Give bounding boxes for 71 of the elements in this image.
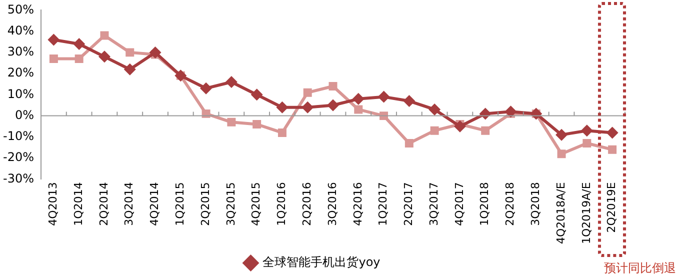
point bbox=[149, 46, 162, 58]
x-tick-label: 1Q2019A/E bbox=[580, 182, 593, 244]
x-tick-label: 2Q2016 bbox=[300, 182, 314, 226]
point bbox=[481, 126, 490, 135]
point bbox=[582, 139, 592, 148]
x-tick-label: 2Q2019E bbox=[605, 182, 618, 233]
x-tick-label: 3Q2014 bbox=[122, 182, 136, 226]
point bbox=[580, 124, 593, 137]
point bbox=[378, 90, 390, 103]
point bbox=[278, 128, 286, 137]
point bbox=[352, 92, 364, 105]
x-tick-label: 2Q2017 bbox=[402, 182, 416, 226]
x-tick-label: 1Q2018 bbox=[478, 182, 492, 226]
y-tick-label: 40% bbox=[7, 23, 34, 38]
point bbox=[428, 103, 441, 116]
point bbox=[276, 101, 288, 114]
y-tick-label: -30% bbox=[2, 171, 34, 186]
point bbox=[354, 105, 363, 114]
point bbox=[250, 88, 263, 101]
point bbox=[556, 128, 568, 141]
point bbox=[48, 34, 60, 46]
point bbox=[403, 95, 416, 108]
x-tick-label: 1Q2015 bbox=[174, 182, 187, 226]
y-tick-label: -20% bbox=[2, 150, 34, 164]
point bbox=[100, 31, 109, 40]
point bbox=[49, 54, 58, 64]
point bbox=[430, 126, 439, 135]
x-tick-label: 3Q2018 bbox=[528, 182, 542, 226]
point bbox=[557, 150, 566, 158]
point bbox=[74, 54, 84, 64]
x-tick-label: 1Q2014 bbox=[72, 182, 85, 226]
x-tick-label: 3Q2017 bbox=[427, 182, 440, 226]
x-tick-label: 4Q2014 bbox=[148, 182, 162, 226]
point bbox=[608, 145, 617, 154]
y-tick-label: -10% bbox=[2, 129, 34, 144]
point bbox=[126, 48, 134, 57]
y-tick-label: 30% bbox=[7, 44, 34, 59]
point bbox=[404, 139, 414, 148]
x-tick-label: 2Q2014 bbox=[97, 182, 110, 226]
x-tick-label: 2Q2018 bbox=[504, 182, 517, 226]
y-tick-label: 10% bbox=[7, 86, 34, 101]
text: 预计同比倒退 bbox=[604, 260, 676, 277]
x-tick-label: 4Q2016 bbox=[351, 182, 364, 226]
y-tick-label: 50% bbox=[7, 2, 34, 16]
x-tick-label: 3Q2015 bbox=[224, 182, 238, 226]
point bbox=[124, 63, 136, 76]
x-tick-label: 1Q2016 bbox=[275, 182, 288, 226]
point bbox=[479, 108, 492, 120]
x-tick-label: 3Q2016 bbox=[326, 182, 339, 226]
point bbox=[73, 38, 86, 50]
point bbox=[227, 118, 236, 126]
x-tick-label: 2Q2015 bbox=[198, 182, 212, 226]
point bbox=[225, 76, 238, 88]
point bbox=[328, 82, 338, 90]
point bbox=[327, 99, 339, 112]
point bbox=[302, 101, 314, 114]
point bbox=[606, 126, 618, 139]
x-tick-label: 4Q2013 bbox=[46, 182, 60, 226]
point bbox=[252, 120, 262, 128]
y-tick-label: 0% bbox=[14, 108, 34, 122]
point bbox=[504, 106, 517, 118]
x-tick-label: 4Q2015 bbox=[250, 182, 263, 226]
x-tick-label: 4Q2018A/E bbox=[554, 182, 568, 244]
point bbox=[200, 82, 212, 94]
legend-label: 全球智能手机出货yoy bbox=[262, 255, 380, 270]
x-tick-label: 4Q2017 bbox=[452, 182, 466, 226]
point bbox=[303, 88, 312, 97]
y-tick-label: 20% bbox=[7, 66, 34, 80]
point bbox=[454, 120, 466, 132]
x-tick-label: 1Q2017 bbox=[376, 182, 390, 226]
point bbox=[98, 50, 110, 63]
